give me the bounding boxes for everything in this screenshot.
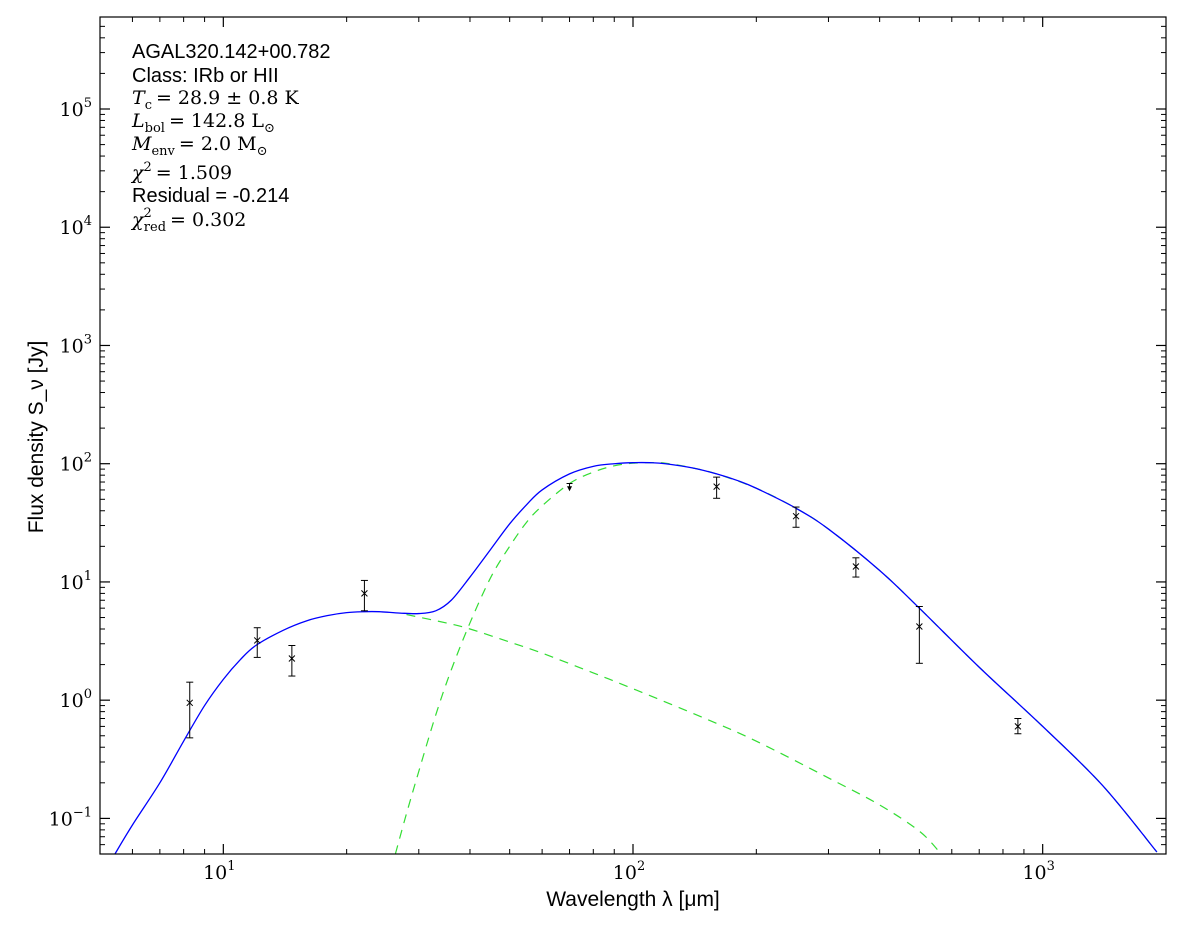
x-marker (186, 699, 194, 707)
data-point (186, 681, 194, 739)
upper-limit-point (566, 483, 573, 492)
data-point (360, 579, 368, 612)
data-point (792, 506, 800, 528)
chi2red-line: χ2 red = 0.302 (130, 206, 246, 235)
x-marker (852, 563, 860, 570)
x-axis-label: Wavelength λ [μm] (546, 888, 720, 911)
x-marker (288, 655, 296, 662)
y-tick-label: 103 (60, 332, 92, 357)
chi2-line: χ2 = 1.509 (130, 160, 232, 184)
lbol-line: Lbol = 142.8 L⊙ (131, 110, 275, 136)
total-model-curve (114, 461, 1158, 854)
data-point (253, 627, 261, 658)
y-tick-label: 105 (60, 96, 92, 121)
x-marker (1014, 723, 1022, 730)
y-axis-label: Flux density S_ν [Jy] (25, 341, 48, 534)
upper-limit-arrow (567, 486, 573, 492)
x-tick-label: 103 (1022, 859, 1054, 884)
annotation-block: AGAL320.142+00.782 Class: IRb or HII Tc =… (130, 41, 331, 235)
x-marker (361, 590, 368, 597)
menv-line: Menv = 2.0 M⊙ (131, 133, 267, 159)
plot-area (100, 17, 1166, 854)
model-curves (114, 461, 1158, 854)
y-tick-label: 10−1 (49, 805, 92, 830)
y-tick-label: 104 (60, 214, 92, 239)
source-name: AGAL320.142+00.782 (132, 41, 331, 63)
component-model-curve (406, 613, 940, 853)
plot-frame (99, 16, 1167, 855)
tc-line: Tc = 28.9 ± 0.8 K (132, 87, 299, 113)
component-model-curve (394, 462, 1158, 854)
major-ticks (100, 17, 1166, 854)
x-tick-label: 101 (203, 859, 235, 884)
x-marker (792, 512, 800, 520)
tick-labels: 101 102 103 10−1 100 101 102 103 104 105 (49, 96, 1055, 884)
data-point (1014, 717, 1022, 735)
y-tick-label: 101 (60, 569, 92, 594)
y-tick-label: 102 (60, 451, 92, 476)
residual-line: Residual = -0.214 (132, 185, 289, 207)
minor-ticks (100, 17, 1166, 854)
class-label: Class: IRb or HII (132, 65, 279, 87)
data-points (186, 476, 1022, 739)
x-marker (915, 623, 923, 630)
data-point (852, 557, 860, 578)
y-tick-label: 100 (60, 687, 92, 712)
x-marker (713, 483, 720, 490)
data-point (288, 645, 296, 677)
x-marker (253, 637, 261, 644)
data-point (713, 476, 721, 499)
data-point (915, 605, 923, 664)
x-tick-label: 102 (613, 859, 645, 884)
